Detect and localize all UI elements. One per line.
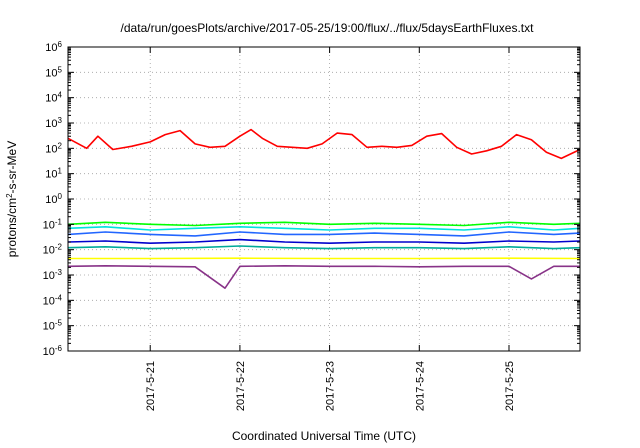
series-line-4 (67, 231, 581, 237)
y-axis-label-main: protons/cm (5, 198, 19, 257)
y-tick-base: 10 (43, 346, 55, 358)
y-tick-base: 10 (45, 194, 57, 206)
series-line-1 (67, 128, 581, 160)
y-tick-label: 100 (45, 192, 62, 207)
x-tick-label: 2017-5-22 (235, 361, 247, 411)
series-line-2 (67, 221, 581, 227)
y-tick-exponent: 6 (58, 40, 63, 49)
y-tick-exponent: 4 (58, 90, 63, 99)
y-tick-label: 104 (45, 90, 62, 105)
x-tick-label: 2017-5-23 (325, 361, 337, 411)
series-layer (67, 128, 581, 290)
y-tick-base: 10 (45, 93, 57, 105)
y-axis-ticks: 10-610-510-410-310-210-11001011021031041… (43, 40, 580, 359)
y-tick-base: 10 (43, 321, 55, 333)
y-tick-label: 10-5 (43, 318, 63, 333)
y-tick-label: 101 (45, 166, 62, 181)
y-tick-label: 10-3 (43, 268, 63, 283)
series-line-3 (67, 226, 581, 231)
y-tick-label: 10-6 (43, 344, 63, 359)
y-axis-label-unit: -s-sr-MeV (5, 141, 19, 194)
y-axis-label: protons/cm2-s-sr-MeV (5, 141, 20, 257)
series-line-8 (67, 264, 580, 290)
x-tick-label: 2017-5-21 (145, 361, 157, 411)
chart-title: /data/run/goesPlots/archive/2017-05-25/1… (121, 21, 535, 35)
grid (68, 47, 580, 351)
y-tick-base: 10 (45, 67, 57, 79)
y-tick-label: 10-4 (43, 293, 63, 308)
y-tick-label: 10-2 (43, 242, 63, 257)
y-tick-base: 10 (45, 42, 57, 54)
y-tick-exponent: -6 (55, 344, 63, 353)
y-tick-base: 10 (43, 295, 55, 307)
y-tick-exponent: -1 (55, 217, 63, 226)
y-tick-exponent: -4 (55, 293, 63, 302)
series-line-6 (67, 245, 581, 250)
y-tick-exponent: -3 (55, 268, 63, 277)
y-axis-label-sup: 2 (5, 193, 14, 198)
y-tick-base: 10 (43, 245, 55, 257)
x-tick-label: 2017-5-25 (504, 361, 516, 411)
y-tick-exponent: 1 (58, 166, 63, 175)
y-tick-base: 10 (45, 169, 57, 181)
y-tick-label: 102 (45, 141, 62, 156)
y-tick-exponent: 5 (58, 65, 63, 74)
y-tick-label: 106 (45, 40, 62, 55)
y-tick-base: 10 (45, 118, 57, 130)
y-tick-base: 10 (43, 270, 55, 282)
y-tick-base: 10 (43, 219, 55, 231)
y-tick-label: 103 (45, 116, 62, 131)
x-tick-label: 2017-5-24 (414, 361, 426, 411)
y-tick-base: 10 (45, 143, 57, 155)
y-tick-label: 10-1 (43, 217, 63, 232)
y-tick-exponent: -5 (55, 318, 63, 327)
y-tick-label: 105 (45, 65, 62, 80)
y-tick-exponent: 0 (58, 192, 63, 201)
series-line-5 (67, 238, 581, 244)
x-axis-label: Coordinated Universal Time (UTC) (232, 429, 416, 443)
x-axis-ticks: 2017-5-21 2017-5-22 2017-5-23 2017-5-24 2017… (145, 47, 516, 411)
y-tick-exponent: -2 (55, 242, 63, 251)
y-tick-exponent: 3 (58, 116, 63, 125)
y-tick-exponent: 2 (58, 141, 63, 150)
